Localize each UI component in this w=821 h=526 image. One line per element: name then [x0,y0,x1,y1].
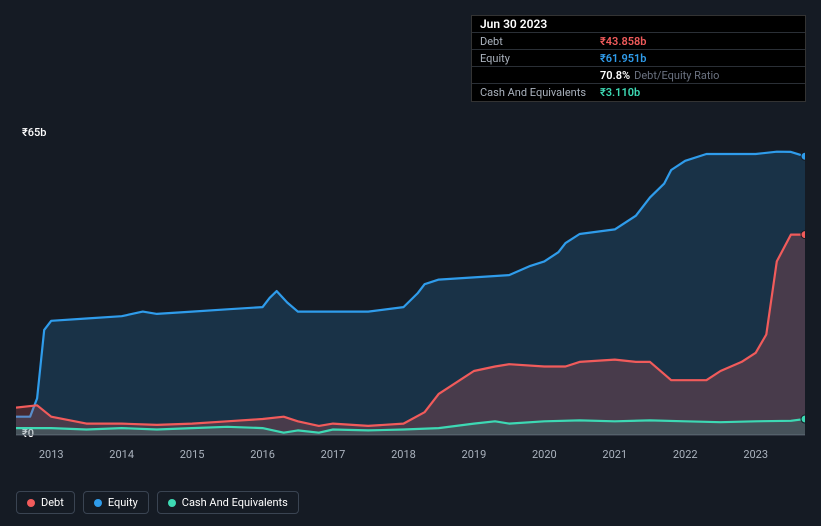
x-tick-2022: 2022 [673,448,698,461]
tooltip-date-row: Jun 30 2023 [472,16,805,33]
legend-swatch [27,499,35,507]
x-tick-2020: 2020 [532,448,557,461]
x-tick-2017: 2017 [321,448,346,461]
x-tick-2014: 2014 [109,448,134,461]
x-tick-2013: 2013 [39,448,64,461]
tooltip-equity-label: Equity [480,52,600,65]
legend-label: Debt [41,496,64,509]
legend-item-debt[interactable]: Debt [16,491,75,514]
x-tick-2019: 2019 [462,448,487,461]
x-axis-labels: 2013 2014 2015 2016 2017 2018 2019 2020 2021 2022… [16,448,805,464]
chart-plot-area[interactable] [16,130,805,440]
legend-swatch [168,499,176,507]
tooltip-cash-value: ₹3.110b [600,86,640,99]
tooltip-ratio-label: Debt/Equity Ratio [634,69,719,82]
debt-end-marker [801,231,805,239]
tooltip-date: Jun 30 2023 [480,17,547,31]
legend-item-cash-and-equivalents[interactable]: Cash And Equivalents [157,491,299,514]
equity-end-marker [801,152,805,160]
tooltip-ratio-value: 70.8% [600,69,630,82]
legend-label: Cash And Equivalents [182,496,288,509]
legend-item-equity[interactable]: Equity [83,491,149,514]
tooltip-debt-row: Debt ₹43.858b [472,33,805,50]
legend-label: Equity [108,496,138,509]
x-tick-2016: 2016 [250,448,275,461]
x-tick-2018: 2018 [391,448,416,461]
hover-tooltip: Jun 30 2023 Debt ₹43.858b Equity ₹61.951… [471,15,806,102]
tooltip-debt-label: Debt [480,35,600,48]
x-tick-2021: 2021 [602,448,627,461]
x-tick-2015: 2015 [180,448,205,461]
tooltip-equity-value: ₹61.951b [600,52,647,65]
tooltip-ratio-row: 70.8% Debt/Equity Ratio [472,67,805,84]
x-tick-2023: 2023 [743,448,768,461]
tooltip-equity-row: Equity ₹61.951b [472,50,805,67]
chart-legend: Debt Equity Cash And Equivalents [16,491,299,514]
chart-container: Jun 30 2023 Debt ₹43.858b Equity ₹61.951… [0,0,821,526]
legend-swatch [94,499,102,507]
tooltip-cash-label: Cash And Equivalents [480,86,600,99]
cash-end-marker [801,415,805,423]
chart-svg [16,130,805,440]
tooltip-cash-row: Cash And Equivalents ₹3.110b [472,84,805,101]
tooltip-debt-value: ₹43.858b [600,35,647,48]
